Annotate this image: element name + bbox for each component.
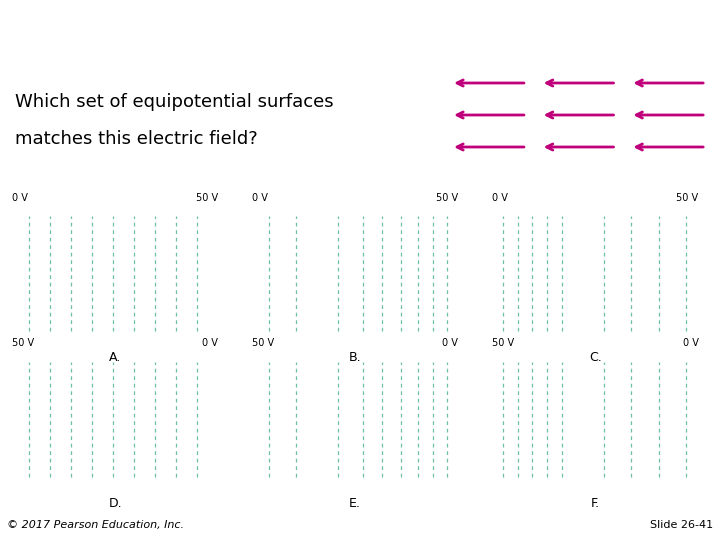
Text: 50 V: 50 V [196, 193, 218, 202]
Text: 50 V: 50 V [492, 339, 515, 348]
Text: © 2017 Pearson Education, Inc.: © 2017 Pearson Education, Inc. [7, 520, 184, 530]
Text: matches this electric field?: matches this electric field? [15, 130, 258, 147]
Text: D.: D. [109, 497, 122, 510]
Text: 50 V: 50 V [676, 193, 698, 202]
Text: E.: E. [349, 497, 361, 510]
Text: 50 V: 50 V [252, 339, 274, 348]
Text: 0 V: 0 V [442, 339, 458, 348]
Text: 0 V: 0 V [492, 193, 508, 202]
Text: 50 V: 50 V [12, 339, 35, 348]
Text: A.: A. [109, 351, 122, 364]
Text: F.: F. [591, 497, 600, 510]
Text: 0 V: 0 V [252, 193, 268, 202]
Text: 0 V: 0 V [683, 339, 698, 348]
Text: 50 V: 50 V [436, 193, 458, 202]
Text: Slide 26-41: Slide 26-41 [649, 520, 713, 530]
Text: 0 V: 0 V [12, 193, 28, 202]
Text: QuickCheck 26.4: QuickCheck 26.4 [9, 9, 243, 33]
Text: C.: C. [589, 351, 602, 364]
Text: Which set of equipotential surfaces: Which set of equipotential surfaces [15, 93, 333, 111]
Text: B.: B. [348, 351, 361, 364]
Text: 0 V: 0 V [202, 339, 218, 348]
